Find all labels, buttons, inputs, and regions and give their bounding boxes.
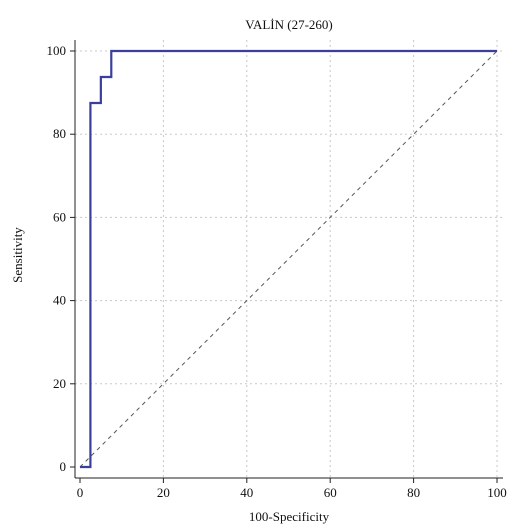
x-tick-label: 0 <box>77 485 84 500</box>
x-tick-label: 20 <box>157 485 170 500</box>
roc-curve <box>80 49 497 469</box>
reference-line <box>79 50 498 468</box>
y-axis-label: Sensitivity <box>10 227 25 283</box>
y-ticks: 0 20 40 60 80 100 <box>47 43 75 474</box>
x-tick-label: 60 <box>324 485 337 500</box>
y-tick-label: 100 <box>47 43 67 58</box>
y-tick-label: 60 <box>53 209 66 224</box>
x-tick-label: 40 <box>240 485 253 500</box>
roc-line <box>80 49 497 469</box>
y-tick-label: 0 <box>60 459 67 474</box>
x-tick-label: 100 <box>487 485 507 500</box>
x-tick-label: 80 <box>407 485 420 500</box>
y-tick-label: 40 <box>53 293 66 308</box>
diagonal-line <box>79 50 498 468</box>
chart-title: VALİN (27-260) <box>245 17 333 32</box>
axes <box>74 40 503 479</box>
y-tick-label: 20 <box>53 376 66 391</box>
grid <box>75 40 503 478</box>
x-ticks: 0 20 40 60 80 100 <box>77 478 507 500</box>
x-axis-label: 100-Specificity <box>249 509 330 524</box>
y-tick-label: 80 <box>53 126 66 141</box>
